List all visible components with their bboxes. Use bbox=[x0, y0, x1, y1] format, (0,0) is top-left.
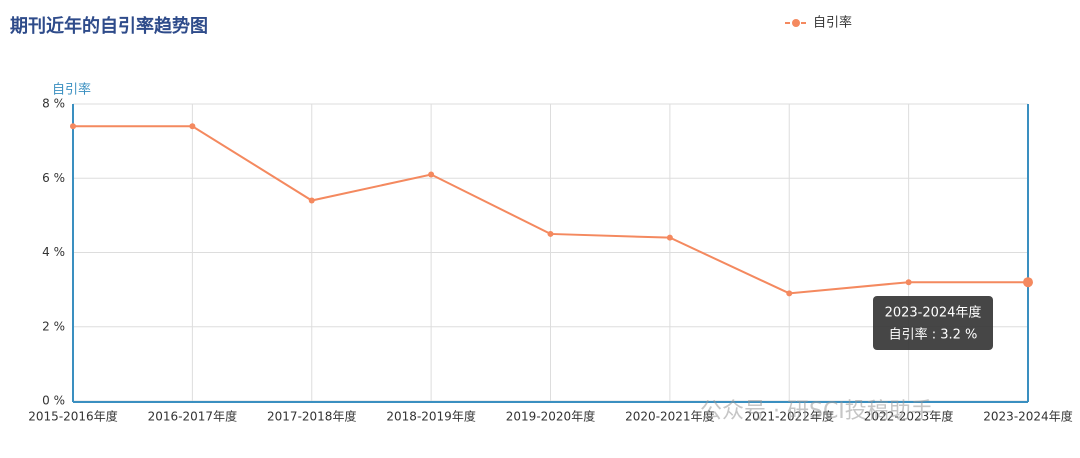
data-point bbox=[1023, 277, 1033, 288]
y-tick-label: 6 % bbox=[42, 171, 65, 185]
watermark: 公众号 · 研SCI投稿助手 bbox=[700, 399, 933, 424]
chart-title: 期刊近年的自引率趋势图 bbox=[10, 15, 208, 37]
x-tick-label: 2015-2016年度 bbox=[28, 409, 117, 424]
x-tick-label: 2017-2018年度 bbox=[267, 409, 356, 424]
y-tick-label: 4 % bbox=[42, 245, 65, 259]
x-tick-label: 2021-2022年度 bbox=[745, 409, 834, 424]
data-point bbox=[905, 279, 912, 286]
data-point bbox=[189, 123, 196, 130]
x-tick-label: 2023-2024年度 bbox=[983, 409, 1072, 424]
x-tick-label: 2016-2017年度 bbox=[148, 409, 237, 424]
x-tick-label: 2022-2023年度 bbox=[864, 409, 953, 424]
data-point bbox=[308, 197, 315, 204]
y-tick-label: 8 % bbox=[42, 97, 65, 111]
data-point bbox=[786, 290, 793, 297]
x-tick-label: 2020-2021年度 bbox=[625, 409, 714, 424]
legend-marker bbox=[792, 19, 800, 27]
y-tick-label: 0 % bbox=[42, 394, 65, 408]
tooltip-label: 自引率 : 3.2 % bbox=[889, 327, 978, 343]
legend-label: 自引率 bbox=[813, 15, 852, 31]
tooltip-box bbox=[873, 296, 993, 350]
data-point bbox=[428, 171, 435, 178]
y-tick-label: 2 % bbox=[42, 319, 65, 333]
y-axis-label: 自引率 bbox=[52, 82, 91, 98]
data-point bbox=[666, 234, 673, 241]
data-point bbox=[547, 230, 554, 237]
x-tick-label: 2019-2020年度 bbox=[506, 409, 595, 424]
data-point bbox=[70, 123, 76, 130]
x-tick-label: 2018-2019年度 bbox=[386, 409, 475, 424]
tooltip-title: 2023-2024年度 bbox=[885, 305, 982, 321]
